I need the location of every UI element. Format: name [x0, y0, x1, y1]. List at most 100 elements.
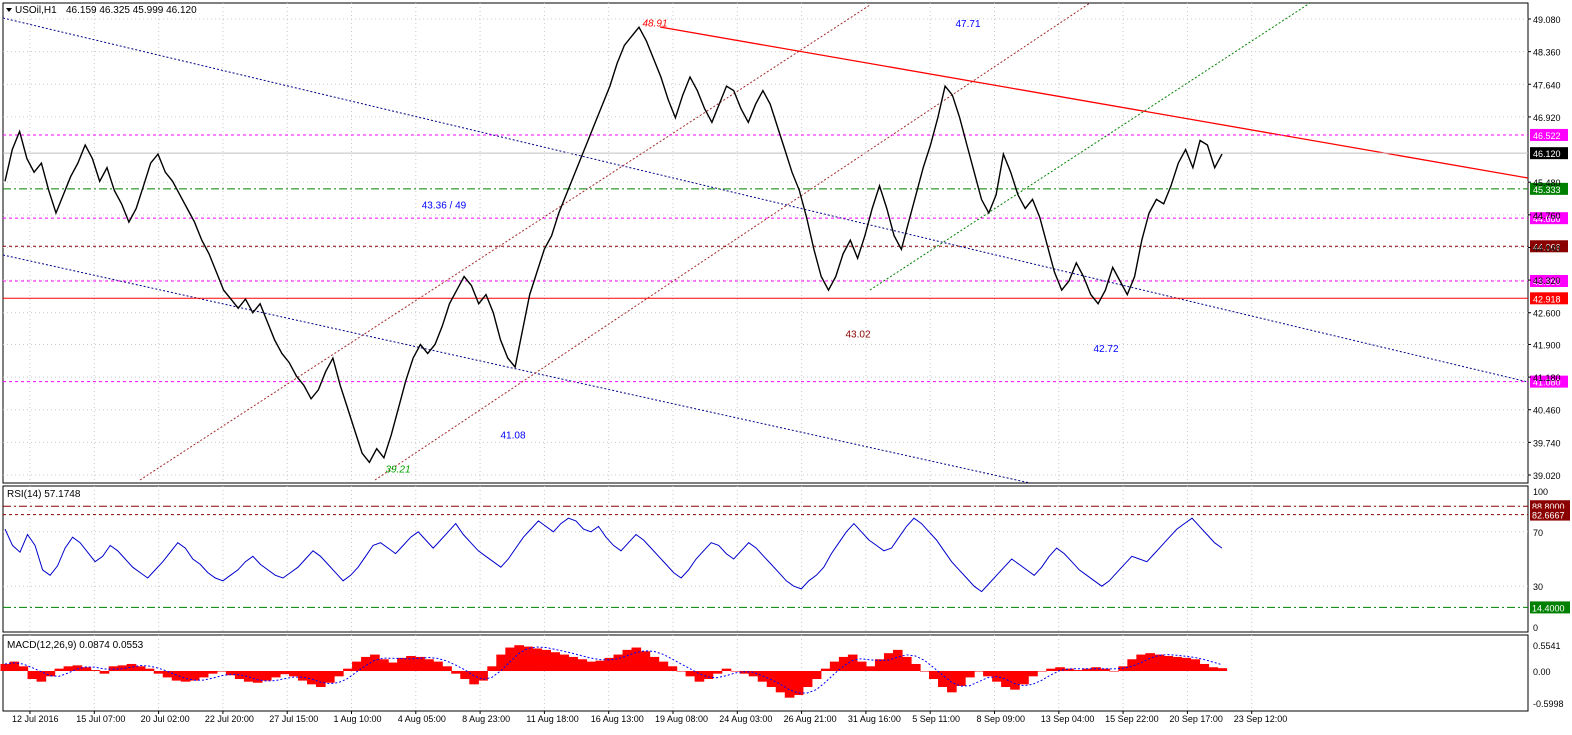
price-tick-label: 45.480 — [1533, 178, 1561, 188]
level-tag-46.522: 46.522 — [1530, 128, 1568, 141]
rsi-tick-label: 70 — [1533, 528, 1543, 538]
macd-hist-bar — [1190, 659, 1201, 671]
annotation-label: 43.36 / 49 — [422, 200, 467, 211]
annotation-label: 43.02 — [845, 330, 870, 341]
time-tick-label: 8 Sep 09:00 — [977, 714, 1026, 724]
macd-hist-bar — [406, 655, 416, 671]
macd-hist-bar — [180, 671, 191, 682]
macd-hist-bar — [1154, 654, 1165, 671]
macd-hist-bar — [1217, 668, 1228, 671]
rsi-header: RSI(14) 57.1748 — [7, 489, 81, 500]
level-tag-44.066: 44.066 — [1530, 240, 1568, 253]
macd-hist-bar — [920, 671, 930, 672]
macd-hist-bar — [523, 646, 533, 671]
macd-hist-bar — [838, 656, 849, 671]
level-tag-text: 41.080 — [1533, 378, 1561, 388]
price-tick-label: 40.460 — [1533, 406, 1561, 416]
macd-hist-bar — [1163, 655, 1174, 671]
macd-hist-bar — [397, 657, 407, 671]
macd-hist-bar — [54, 668, 65, 671]
time-tick-label: 23 Sep 12:00 — [1234, 714, 1288, 724]
macd-hist-bar — [1145, 653, 1155, 671]
grid-layer — [3, 3, 1528, 711]
macd-hist-bar — [1172, 656, 1183, 671]
macd-hist-bar — [496, 654, 506, 671]
time-tick-label: 8 Aug 23:00 — [462, 714, 510, 724]
collapse-triangle-icon[interactable] — [6, 8, 12, 12]
rsi-level-tag-82.6667: 82.6667 — [1530, 508, 1570, 521]
macd-hist-bar — [153, 671, 164, 674]
level-tag-text: 42.918 — [1533, 294, 1561, 304]
main-header-quote: 46.159 46.325 45.999 46.120 — [66, 5, 197, 16]
price-tick-label: 49.080 — [1533, 15, 1561, 25]
macd-hist-bar — [604, 657, 615, 671]
macd-hist-bar — [1010, 671, 1020, 690]
rsi-tick-label: 0 — [1533, 623, 1538, 633]
annotation-label: 47.71 — [955, 19, 980, 30]
rsi-level-tag-bg — [1530, 601, 1570, 614]
macd-hist-bar — [532, 648, 542, 671]
macd-hist-bar — [883, 653, 894, 671]
rsi-tick-label: 30 — [1533, 582, 1543, 592]
time-tick-label: 4 Aug 05:00 — [398, 714, 446, 724]
macd-hist-bar — [631, 647, 642, 671]
macd-hist-bar — [947, 671, 957, 693]
macd-hist-bar — [640, 651, 651, 671]
macd-hist-bar — [586, 661, 597, 671]
time-tick-label: 5 Sep 11:00 — [912, 714, 960, 724]
time-tick-label: 20 Sep 17:00 — [1169, 714, 1223, 724]
macd-hist-bar — [388, 662, 398, 671]
macd-hist-bar — [983, 671, 993, 677]
level-tag-bg — [1530, 182, 1568, 195]
macd-hist-bar — [956, 671, 966, 686]
rsi-level-tag-bg — [1530, 508, 1570, 521]
macd-hist-bar — [712, 671, 723, 674]
price-tick-label: 43.320 — [1533, 276, 1561, 286]
macd-hist-bar — [270, 671, 281, 678]
main-header[interactable]: USOil,H1 46.159 46.325 45.999 46.120 — [6, 5, 197, 16]
macd-hist-bar — [820, 668, 831, 671]
annotation-label: 41.08 — [500, 431, 525, 442]
macd-hist-bar — [802, 671, 813, 688]
macd-hist-bar — [243, 671, 254, 682]
macd-hist-bar — [108, 666, 119, 671]
level-tag-text: 44.686 — [1533, 214, 1561, 224]
macd-hist-bar — [685, 671, 696, 677]
macd-hist-bar — [703, 671, 714, 680]
rsi-layer — [3, 505, 1528, 608]
level-tag-bg — [1530, 147, 1568, 160]
macd-hist-bar — [577, 659, 588, 671]
macd-hist-bar — [793, 671, 804, 696]
macd-hist-bar — [1199, 663, 1210, 671]
macd-hist-bar — [595, 660, 606, 671]
macd-hist-bar — [550, 652, 561, 671]
macd-hist-bar — [424, 659, 434, 671]
price-tick-label: 42.600 — [1533, 309, 1561, 319]
macd-hist-bar — [460, 671, 470, 680]
channel-blue-upper — [3, 17, 1528, 383]
macd-hist-bar — [433, 661, 443, 671]
time-tick-label: 22 Jul 20:00 — [205, 714, 254, 724]
macd-hist-bar — [189, 671, 200, 681]
time-tick-label: 31 Aug 16:00 — [848, 714, 901, 724]
level-tag-text: 43.300 — [1533, 277, 1561, 287]
macd-hist-bar — [415, 656, 425, 671]
price-tick-label: 46.920 — [1533, 113, 1561, 123]
price-tick-label: 39.020 — [1533, 471, 1561, 481]
macd-signal-line — [4, 646, 1223, 694]
macd-hist-bar — [72, 665, 83, 671]
macd-hist-bar — [370, 654, 380, 671]
macd-hist-bar — [1127, 659, 1137, 671]
macd-hist-bar — [514, 645, 524, 671]
price-tick-label: 48.360 — [1533, 48, 1561, 58]
macd-hist-bar — [0, 663, 11, 671]
level-tag-bg — [1530, 292, 1568, 305]
macd-hist-bar — [649, 656, 660, 671]
macd-hist-bar — [829, 661, 840, 671]
macd-hist-bar — [1082, 668, 1092, 671]
macd-hist-bar — [162, 671, 173, 678]
macd-hist-bar — [739, 671, 750, 674]
macd-hist-bar — [171, 671, 182, 681]
annotation-layer: 48.91 47.71 43.36 / 49 43.02 42.72 41.08 39.21 — [385, 19, 1118, 476]
